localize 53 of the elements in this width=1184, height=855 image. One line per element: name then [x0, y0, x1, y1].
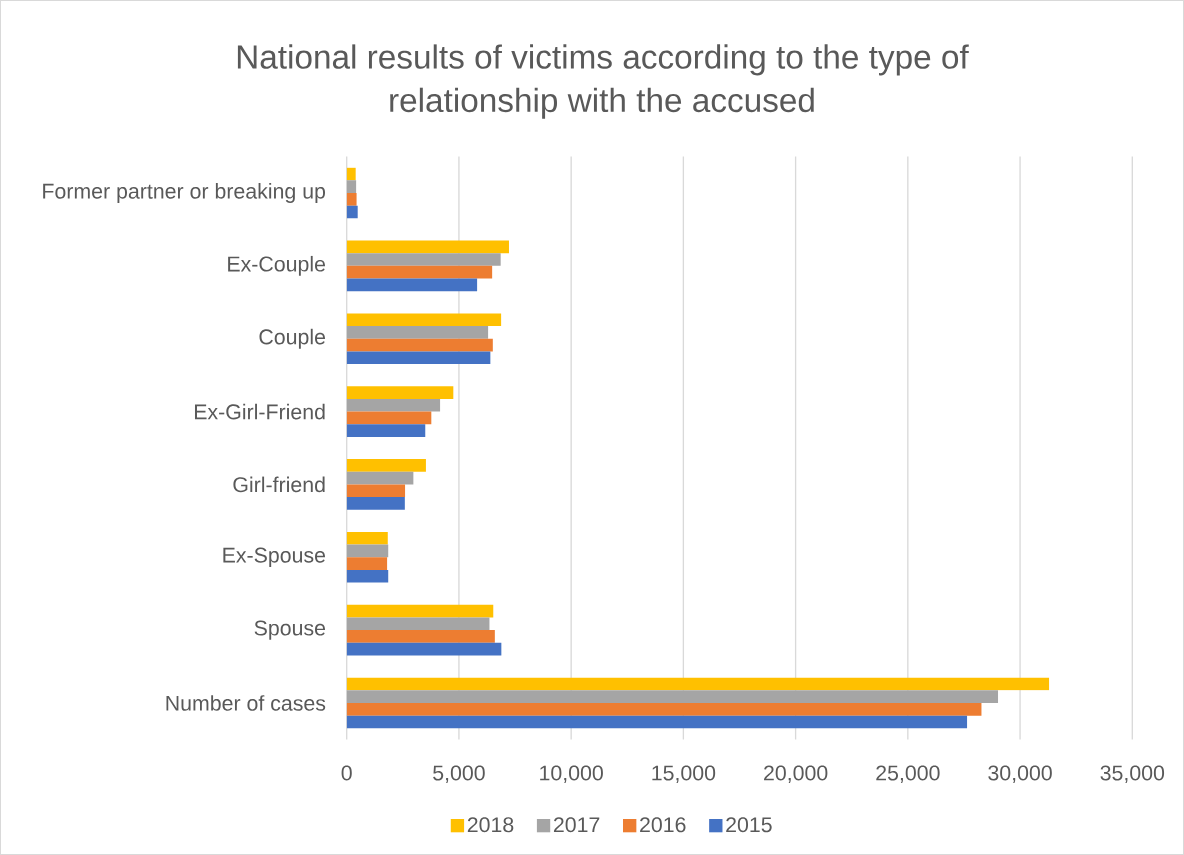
- bar: [346, 544, 389, 558]
- y-tick-label: Spouse: [254, 620, 326, 640]
- bar: [346, 265, 493, 279]
- bar: [346, 459, 426, 472]
- bar: [346, 313, 502, 327]
- legend-label: 2015: [726, 817, 772, 833]
- bar: [346, 326, 489, 339]
- bar: [346, 205, 358, 219]
- bar: [346, 557, 388, 570]
- x-tick-label: 5,000: [433, 765, 485, 784]
- x-tick-label: 30,000: [988, 765, 1052, 784]
- bar: [346, 424, 426, 437]
- bar: [346, 690, 999, 703]
- bar: [346, 193, 357, 206]
- y-tick-label: Ex-Girl-Friend: [194, 403, 325, 420]
- bar: [346, 338, 493, 352]
- bar: [346, 677, 1050, 691]
- bar: [346, 642, 502, 656]
- x-tick-label: 25,000: [876, 765, 940, 784]
- legend-label: 2017: [553, 817, 600, 833]
- bar: [346, 278, 478, 292]
- bar: [346, 471, 414, 485]
- bar: [346, 351, 491, 365]
- y-tick-label: Couple: [259, 328, 326, 349]
- bar: [346, 484, 406, 498]
- bar: [346, 240, 509, 254]
- y-tick-label: Number of cases: [166, 695, 326, 711]
- bar: [346, 617, 490, 631]
- x-tick-label: 20,000: [764, 765, 828, 784]
- bar: [346, 604, 494, 618]
- bar: [346, 180, 357, 194]
- bar: [346, 497, 405, 510]
- bar: [346, 569, 389, 583]
- bar: [346, 253, 501, 266]
- x-tick-label: 10,000: [540, 765, 603, 784]
- y-tick-label: Girl-friend: [233, 476, 325, 493]
- bar: [346, 702, 982, 716]
- x-tick-label: 15,000: [652, 765, 716, 784]
- x-tick-label: 35,000: [1100, 765, 1165, 784]
- y-tick-label: Ex-Couple: [228, 255, 326, 276]
- bar: [346, 386, 454, 399]
- bar: [346, 411, 432, 425]
- bar: [346, 630, 495, 643]
- y-tick-label: Ex-Spouse: [223, 547, 326, 567]
- chart-title: National results of victims according to the type of relationship with the accused: [237, 44, 969, 119]
- legend-label: 2016: [640, 817, 686, 833]
- bar: [346, 398, 441, 412]
- legend-label: 2018: [467, 817, 514, 833]
- y-tick-label: Former partner or breaking up: [43, 183, 326, 203]
- bar: [346, 167, 356, 181]
- bar: [346, 715, 968, 729]
- x-tick-label: 0: [341, 765, 352, 781]
- bar: [346, 531, 388, 545]
